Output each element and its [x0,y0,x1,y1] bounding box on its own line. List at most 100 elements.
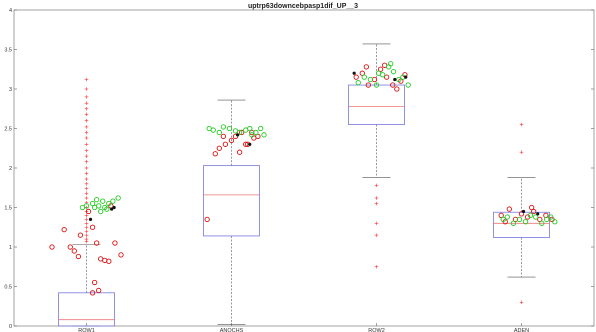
outlier-marker [84,87,89,91]
outlier-marker [519,150,524,154]
outlier-marker [84,142,89,147]
red-circle [118,252,124,258]
outlier-marker [519,122,524,127]
outlier-marker [84,154,89,158]
red-circle [236,149,243,155]
iqr-box [58,292,115,327]
markers-green-row1 [79,195,121,215]
x-tick-label: ROW1 [78,328,95,332]
x-tick-label: ANOCHS [220,328,244,332]
green-circle [115,195,121,201]
outlier-marker [84,112,89,117]
box-row1 [58,77,115,327]
outlier-marker [84,225,89,230]
outlier-marker [84,159,89,164]
outlier-marker [374,201,379,206]
green-circle [226,125,233,132]
markers-green-anochs [206,124,267,138]
green-circle [510,220,517,226]
red-circle [359,70,365,76]
green-circle [504,214,510,220]
red-circle [75,253,82,260]
red-circle [537,216,543,223]
axes-frame [13,9,595,327]
green-circle [100,198,106,204]
iqr-box [493,211,550,238]
markers-black-anochs [235,133,252,146]
green-circle [210,127,216,133]
y-tick-label: 1.5 [4,206,12,212]
red-circle [77,232,84,238]
x-tick-label: ROW2 [368,328,385,332]
outlier-marker [519,300,524,305]
y-tick-label: 3.5 [4,48,12,54]
green-circle [220,124,227,130]
y-tick-label: 2 [9,166,12,172]
outlier-marker [374,233,379,237]
red-circle [365,82,372,88]
boxes-layer [58,43,550,327]
green-circle [110,198,116,204]
green-circle [405,82,411,88]
green-circle [527,212,534,219]
axes: 0 0.5 1 1.5 2 2.5 3 3.5 4 ROW1 ANOCHS ROW2 ADEN [4,8,595,332]
outlier-marker [84,239,89,244]
green-circle [539,220,545,226]
outlier-marker [84,95,89,99]
red-circle [353,74,359,80]
red-circle [212,151,218,157]
green-circle [361,74,367,80]
red-circle [71,248,77,254]
green-circle [104,206,110,212]
y-tick-label: 2.5 [4,127,12,133]
green-circle [396,76,402,83]
red-circle [49,244,55,250]
outlier-marker [84,101,89,106]
red-circle [96,287,102,294]
green-circle [552,219,558,225]
markers-layer [49,61,558,296]
green-circle [548,214,554,220]
green-circle [96,203,102,209]
outlier-marker [84,136,89,140]
x-tick-label: ADEN [514,328,529,332]
outlier-marker [84,106,89,111]
outlier-marker [84,182,89,186]
box-row2 [348,43,405,269]
green-circle [261,132,267,138]
outlier-marker [84,148,89,153]
y-tick-label: 4 [9,8,12,14]
red-circle [94,240,100,246]
red-circle [394,86,400,92]
red-circle [85,208,92,215]
black-dot [110,207,114,211]
green-circle [94,196,100,203]
green-circle [258,125,264,132]
markers-red-row1 [49,203,124,296]
outlier-marker [374,221,379,226]
red-circle [383,74,390,80]
green-circle [390,68,397,75]
black-dot [248,142,252,146]
green-circle [375,70,382,76]
red-circle [238,129,245,136]
outlier-marker [84,233,89,237]
outlier-marker [84,125,89,129]
box-anochs [203,99,260,325]
red-circle [518,211,525,217]
outlier-marker [84,177,89,181]
markers-black-row1 [88,205,116,221]
green-circle [106,200,112,207]
black-dot [404,75,408,79]
outlier-marker [374,183,379,188]
green-circle [236,129,243,136]
markers-green-aden [500,212,558,226]
iqr-box [203,165,260,237]
y-tick-label: 0.5 [4,285,12,291]
black-dot [235,133,240,137]
outlier-marker [84,213,89,218]
green-circle [500,216,506,223]
red-circle [228,137,235,144]
markers-black-row2 [352,71,408,82]
